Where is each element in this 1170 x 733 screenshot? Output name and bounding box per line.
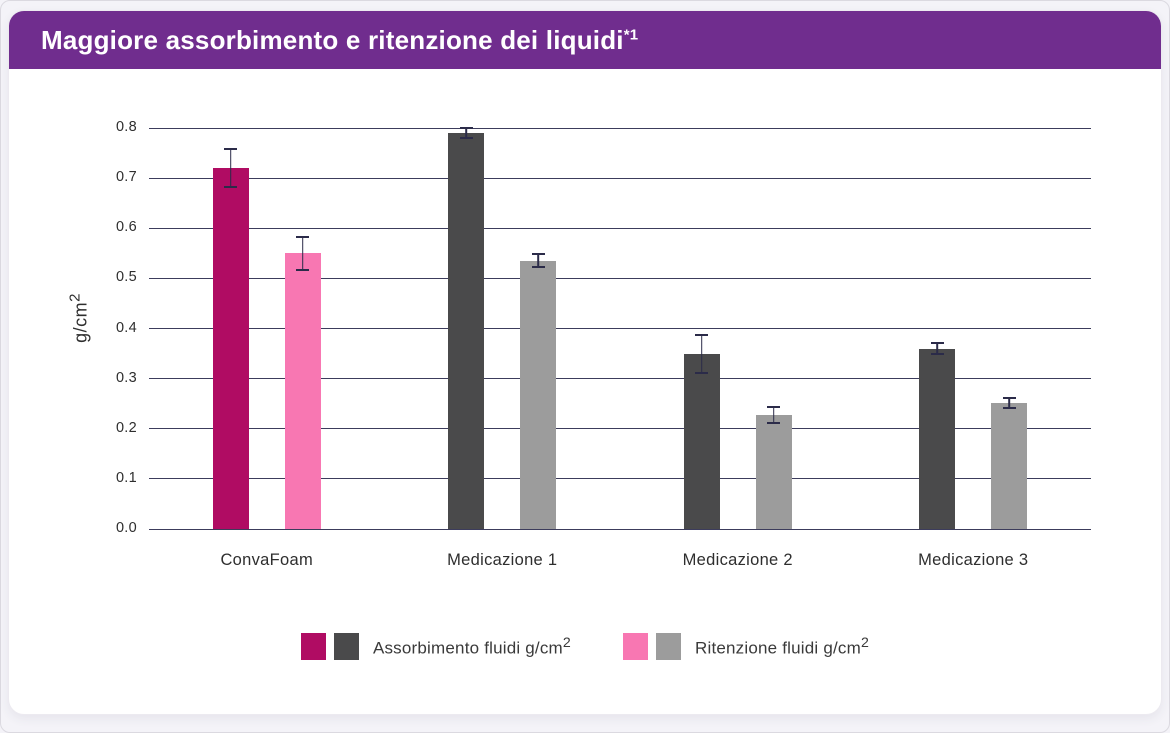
error-bar-cap bbox=[695, 333, 709, 336]
error-bar-line bbox=[772, 406, 775, 425]
error-bar-line bbox=[1008, 396, 1011, 409]
chart-title-superscript: *1 bbox=[623, 25, 639, 43]
gridline bbox=[149, 277, 1091, 279]
x-category-label-convafoam: ConvaFoam bbox=[220, 551, 314, 569]
error-bar bbox=[531, 253, 545, 269]
bar-series1-medicazione-2 bbox=[683, 353, 720, 529]
error-bar-cap bbox=[531, 253, 545, 256]
y-tick-label: 0.5 bbox=[115, 269, 137, 286]
y-tick-label: 0.4 bbox=[115, 319, 137, 336]
chart-card: Maggiore assorbimento e ritenzione dei l… bbox=[8, 10, 1162, 715]
y-tick-label: 0.1 bbox=[115, 469, 137, 486]
y-tick-label: 0.2 bbox=[115, 419, 137, 436]
bar-series1-convafoam bbox=[212, 168, 249, 529]
error-bar bbox=[695, 333, 709, 374]
error-bar-cap bbox=[224, 148, 238, 151]
chart-header-banner: Maggiore assorbimento e ritenzione dei l… bbox=[9, 11, 1161, 69]
error-bar-cap bbox=[767, 422, 781, 425]
error-bar-cap bbox=[224, 186, 238, 189]
legend-label: Assorbimento fluidi g/cm2 bbox=[372, 634, 571, 658]
plot-area: 0.0 0.1 0.2 0.3 0.4 0.5 0.6 0.7 0.8 ConvaFoam Medi… bbox=[116, 119, 1091, 569]
error-bar bbox=[224, 148, 238, 189]
error-bar-line bbox=[229, 148, 232, 189]
error-bar-line bbox=[936, 342, 939, 356]
bar-series2-medicazione-1 bbox=[520, 260, 557, 529]
bar-series1-medicazione-1 bbox=[448, 133, 485, 529]
gridline bbox=[149, 478, 1091, 480]
error-bar bbox=[930, 342, 944, 356]
chart-title: Maggiore assorbimento e ritenzione dei l… bbox=[41, 25, 638, 56]
legend-label-sup: 2 bbox=[562, 634, 571, 651]
error-bar-line bbox=[700, 333, 703, 374]
error-bar-line bbox=[301, 235, 304, 271]
error-bar-cap bbox=[695, 371, 709, 374]
x-category-label-medicazione-2: Medicazione 2 bbox=[682, 551, 793, 569]
y-axis-title-text: g/cm bbox=[70, 301, 91, 343]
x-category-label-medicazione-3: Medicazione 3 bbox=[918, 551, 1029, 569]
legend-label-sup: 2 bbox=[860, 634, 870, 651]
legend-item-2: Ritenzione fluidi g/cm2 bbox=[623, 633, 869, 660]
bar-series1-medicazione-3 bbox=[919, 348, 956, 529]
error-bar-cap bbox=[531, 266, 545, 269]
legend-swatch bbox=[333, 633, 359, 660]
gridline bbox=[149, 528, 1091, 530]
error-bar-cap bbox=[1002, 406, 1016, 409]
error-bar-line bbox=[465, 127, 468, 140]
error-bar-line bbox=[537, 253, 540, 269]
y-tick-label: 0.3 bbox=[115, 369, 137, 386]
legend-item-1: Assorbimento fluidi g/cm2 bbox=[300, 633, 571, 660]
y-axis-title: g/cm2 bbox=[67, 293, 92, 343]
gridline bbox=[149, 127, 1091, 129]
error-bar-cap bbox=[459, 137, 473, 140]
error-bar-cap bbox=[930, 342, 944, 345]
bar-series2-convafoam bbox=[284, 253, 321, 529]
error-bar bbox=[296, 235, 310, 271]
y-axis-title-sup: 2 bbox=[66, 293, 84, 302]
error-bar-cap bbox=[296, 235, 310, 238]
error-bar bbox=[767, 406, 781, 425]
bar-series2-medicazione-2 bbox=[755, 415, 792, 529]
x-category-label-medicazione-1: Medicazione 1 bbox=[447, 551, 558, 569]
error-bar-cap bbox=[459, 127, 473, 129]
y-tick-label: 0.8 bbox=[115, 119, 137, 135]
chart-title-text: Maggiore assorbimento e ritenzione dei l… bbox=[41, 24, 624, 55]
gridline bbox=[149, 378, 1091, 380]
error-bar bbox=[459, 127, 473, 140]
y-tick-label: 0.6 bbox=[115, 219, 137, 236]
error-bar-cap bbox=[930, 353, 944, 356]
gridline bbox=[149, 328, 1091, 329]
y-tick-label: 0.0 bbox=[115, 520, 137, 536]
y-tick-label: 0.7 bbox=[115, 169, 137, 186]
bar-series2-medicazione-3 bbox=[991, 402, 1028, 529]
legend-swatch bbox=[656, 633, 681, 660]
legend-swatch bbox=[623, 633, 648, 660]
gridline bbox=[149, 177, 1091, 179]
error-bar-cap bbox=[1002, 396, 1016, 399]
legend-swatch bbox=[300, 633, 326, 660]
legend-label: Ritenzione fluidi g/cm2 bbox=[695, 634, 870, 658]
legend: Assorbimento fluidi g/cm2 Ritenzione flui… bbox=[9, 633, 1161, 660]
gridline bbox=[149, 428, 1091, 430]
error-bar-cap bbox=[296, 268, 310, 271]
error-bar bbox=[1002, 396, 1016, 409]
gridline bbox=[149, 227, 1091, 229]
error-bar-cap bbox=[767, 406, 781, 409]
